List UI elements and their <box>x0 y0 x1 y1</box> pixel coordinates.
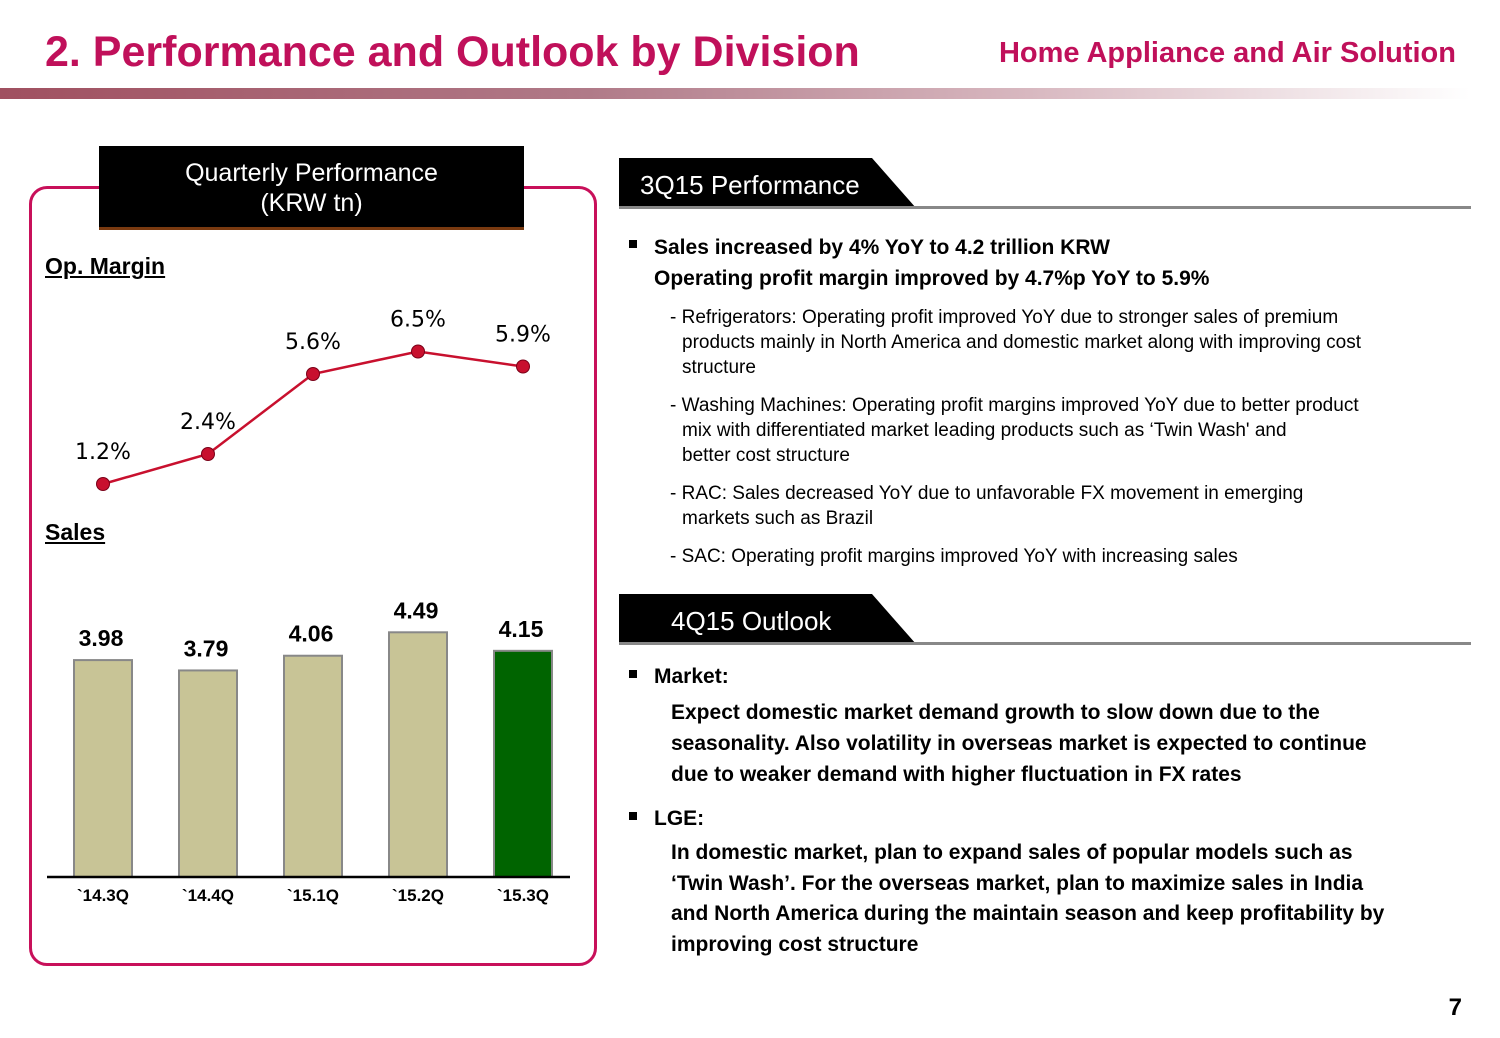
perf-detail-line: better cost structure <box>682 445 850 466</box>
perf-detail-line: - Refrigerators: Operating profit improv… <box>670 307 1339 328</box>
page-number: 7 <box>1448 994 1462 1021</box>
perf-detail-line: - SAC: Operating profit margins improved… <box>670 546 1238 567</box>
bullet-icon <box>629 240 637 248</box>
sales-data-label: 4.06 <box>289 621 334 647</box>
lge-label: LGE: <box>654 807 705 830</box>
charts-svg: 1.2% 2.4% 5.6% 6.5% 5.9% 3.98 `14.3Q 3.79 `14.4Q… <box>47 308 570 905</box>
perf-summary: Sales increased by 4% YoY to 4.2 trillio… <box>654 232 1209 294</box>
bullet-icon <box>629 812 637 820</box>
tab-3q15-performance: 3Q15 Performance <box>619 158 916 208</box>
x-tick-label: `14.3Q <box>77 886 129 905</box>
x-tick-label: `15.2Q <box>392 886 444 905</box>
market-label: Market: <box>654 665 729 688</box>
panel-title-line1: Quarterly Performance <box>185 159 438 187</box>
perf-detail-line: mix with differentiated market leading p… <box>682 420 1287 441</box>
op-margin-point <box>96 477 110 491</box>
op-margin-point <box>201 447 215 461</box>
market-line: Expect domestic market demand growth to … <box>671 701 1320 724</box>
page-title: 2. Performance and Outlook by Division <box>45 28 860 76</box>
sales-data-label: 3.98 <box>79 625 124 651</box>
market-line: seasonality. Also volatility in overseas… <box>671 732 1367 755</box>
perf-detail-item: - RAC: Sales decreased YoY due to unfavo… <box>670 481 1361 531</box>
lge-line: improving cost structure <box>671 932 919 956</box>
x-tick-label: `15.3Q <box>497 886 549 905</box>
perf-detail-line: products mainly in North America and dom… <box>682 332 1362 353</box>
perf-detail-line: - RAC: Sales decreased YoY due to unfavo… <box>670 483 1304 504</box>
op-margin-data-label: 6.5% <box>390 308 446 333</box>
panel-title: Quarterly Performance (KRW tn) <box>99 146 524 230</box>
x-tick-label: `14.4Q <box>182 886 234 905</box>
lge-line: and North America during the maintain se… <box>671 902 1385 925</box>
sales-bar <box>178 669 238 878</box>
lge-line: ‘Twin Wash’. For the overseas market, pl… <box>671 871 1364 895</box>
op-margin-point <box>411 344 425 359</box>
perf-details: - Refrigerators: Operating profit improv… <box>670 305 1361 582</box>
sales-bar <box>493 649 553 879</box>
tab-4q15-outlook: 4Q15 Outlook <box>619 594 916 644</box>
market-line: due to weaker demand with higher fluctua… <box>671 763 1242 786</box>
section-divider <box>619 642 1471 645</box>
bullet-icon <box>629 670 637 678</box>
op-margin-label: Op. Margin <box>45 253 166 279</box>
lge-line: In domestic market, plan to expand sales… <box>671 841 1353 864</box>
x-tick-label: `15.1Q <box>287 886 339 905</box>
sales-bar <box>283 654 343 878</box>
perf-detail-item: - Refrigerators: Operating profit improv… <box>670 305 1361 380</box>
sales-data-label: 4.49 <box>394 597 439 623</box>
perf-detail-line: - Washing Machines: Operating profit mar… <box>670 395 1359 416</box>
perf-detail-line: markets such as Brazil <box>682 508 874 529</box>
perf-detail-item: - Washing Machines: Operating profit mar… <box>670 393 1361 468</box>
section-divider <box>619 206 1471 209</box>
division-subtitle: Home Appliance and Air Solution <box>998 37 1456 69</box>
lge-text: In domestic market, plan to expand sales… <box>671 838 1384 960</box>
sales-bar <box>73 659 133 879</box>
panel-title-line2: (KRW tn) <box>260 189 363 217</box>
op-margin-data-label: 2.4% <box>180 410 236 435</box>
sales-label: Sales <box>45 519 106 545</box>
perf-detail-item: - SAC: Operating profit margins improved… <box>670 544 1361 569</box>
op-margin-data-label: 5.6% <box>285 330 341 355</box>
header-divider <box>0 88 1470 99</box>
market-text: Expect domestic market demand growth to … <box>671 697 1367 790</box>
op-margin-data-label: 5.9% <box>495 323 551 348</box>
op-margin-data-label: 1.2% <box>75 440 131 465</box>
sales-data-label: 4.15 <box>499 616 544 642</box>
perf-summary-line: Sales increased by 4% YoY to 4.2 trillio… <box>654 236 1110 259</box>
sales-bar <box>388 631 448 878</box>
perf-summary-line: Operating profit margin improved by 4.7%… <box>654 267 1210 290</box>
perf-detail-line: structure <box>682 357 756 378</box>
op-margin-point <box>306 367 320 381</box>
op-margin-point <box>516 359 530 374</box>
sales-data-label: 3.79 <box>184 635 229 661</box>
